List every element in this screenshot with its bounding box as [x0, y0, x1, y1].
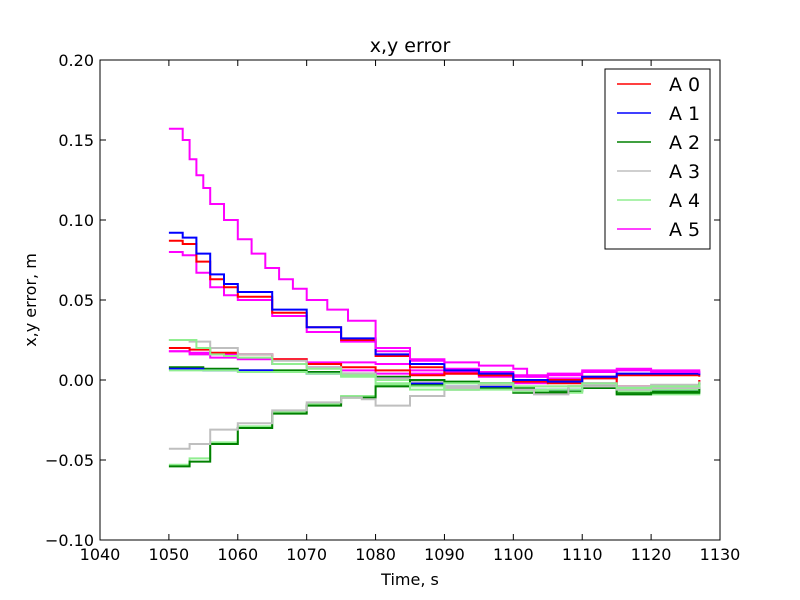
legend-label: A 3 [669, 161, 700, 183]
legend-label: A 1 [669, 103, 700, 125]
x-tick-label: 1110 [562, 545, 603, 564]
y-axis-label: x,y error, m [21, 253, 40, 347]
legend-box [604, 68, 711, 250]
x-axis-label: Time, s [380, 570, 439, 589]
x-tick-label: 1090 [424, 545, 465, 564]
x-tick-label: 1120 [631, 545, 672, 564]
plot-frame [99, 59, 721, 541]
legend-label: A 0 [669, 74, 700, 96]
y-tick-label: 0.00 [58, 371, 94, 390]
x-tick-label: 1080 [355, 545, 396, 564]
series-line-a4 [168, 339, 701, 391]
chart-title: x,y error [370, 35, 451, 57]
x-tick-label: 1100 [493, 545, 534, 564]
y-tick-label: −0.05 [45, 451, 94, 470]
x-tick-label: 1070 [286, 545, 327, 564]
legend: A 0 A 1 A 2 A 3 A 4 A 5 [604, 68, 711, 250]
series-layer [168, 127, 701, 468]
ticks-layer: 1040 1050 1060 1070 1080 1090 1100 1110 1120 1130… [45, 51, 740, 564]
legend-label: A 4 [669, 190, 700, 212]
x-tick-label: 1040 [80, 545, 121, 564]
y-tick-label: 0.20 [58, 51, 94, 70]
x-tick-label: 1050 [149, 545, 190, 564]
y-tick-label: 0.10 [58, 211, 94, 230]
x-tick-label: 1130 [700, 545, 741, 564]
y-tick-label: 0.15 [58, 131, 94, 150]
series-line-a5 [168, 127, 701, 378]
x-tick-label: 1060 [217, 545, 258, 564]
legend-label: A 2 [669, 132, 700, 154]
y-tick-label: −0.10 [45, 531, 94, 550]
legend-label: A 5 [669, 219, 700, 241]
y-tick-label: 0.05 [58, 291, 94, 310]
